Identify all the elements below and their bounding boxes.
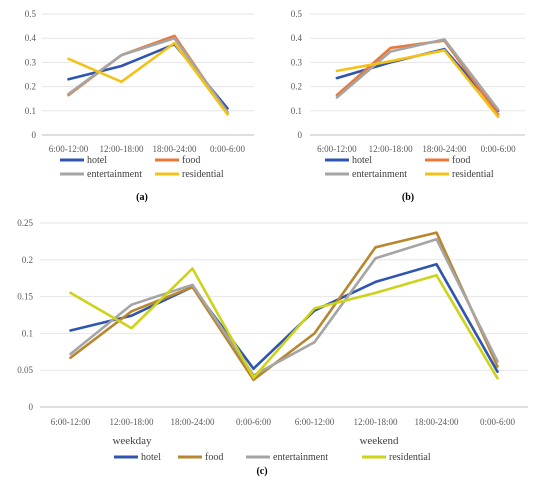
x-tick-label: 6:00-12:00 <box>295 417 335 427</box>
legend-label-food: food <box>452 155 470 166</box>
x-tick-label: 0:00-6:00 <box>481 144 516 154</box>
series-line-residential <box>335 48 500 119</box>
x-tick-label: 18:00-24:00 <box>422 144 466 154</box>
group-label: weekend <box>359 435 399 447</box>
legend-label-residential: residential <box>389 452 431 463</box>
x-tick-label: 6:00-12:00 <box>51 417 91 427</box>
series-line-food <box>69 231 499 382</box>
y-tick-label: 0.25 <box>17 218 33 228</box>
legend-label-food: food <box>182 155 200 166</box>
y-tick-label: 0.4 <box>291 33 303 43</box>
legend-label-food: food <box>205 452 223 463</box>
x-tick-label: 18:00-24:00 <box>171 417 215 427</box>
panel-caption: (a) <box>136 192 148 203</box>
panel-caption: (b) <box>402 192 414 203</box>
x-tick-label: 0:00-6:00 <box>480 417 515 427</box>
legend-label-entertainment: entertainment <box>273 452 328 463</box>
x-tick-label: 6:00-12:00 <box>49 144 89 154</box>
y-tick-label: 0.05 <box>17 365 33 375</box>
x-tick-label: 0:00-6:00 <box>236 417 271 427</box>
y-tick-label: 0.2 <box>22 255 33 265</box>
y-tick-label: 0.5 <box>25 9 37 19</box>
group-label: weekday <box>112 435 152 447</box>
y-tick-label: 0.5 <box>291 9 303 19</box>
legend-label-entertainment: entertainment <box>352 169 407 180</box>
legend-label-residential: residential <box>452 169 494 180</box>
series-line-hotel <box>69 262 499 374</box>
y-tick-label: 0.1 <box>25 106 36 116</box>
y-tick-label: 0 <box>29 402 34 412</box>
x-tick-label: 6:00-12:00 <box>317 144 357 154</box>
y-tick-label: 0 <box>298 130 303 140</box>
legend-label-entertainment: entertainment <box>87 169 142 180</box>
x-tick-label: 12:00-18:00 <box>354 417 398 427</box>
x-tick-label: 12:00-18:00 <box>369 144 413 154</box>
y-tick-label: 0.2 <box>291 82 302 92</box>
y-tick-label: 0.3 <box>25 57 37 67</box>
series-line-entertainment <box>67 36 229 114</box>
legend-label-hotel: hotel <box>87 155 107 166</box>
series-line-residential <box>69 267 499 380</box>
y-tick-label: 0.3 <box>291 57 303 67</box>
x-tick-label: 18:00-24:00 <box>415 417 459 427</box>
y-tick-label: 0.1 <box>291 106 302 116</box>
panel-caption: (c) <box>256 466 267 477</box>
series-line-entertainment <box>69 237 499 377</box>
series-line-entertainment <box>335 38 500 111</box>
chart-a: 0 0.1 0.2 0.3 0.4 0.5 6:00-12:00 12:00-18:00 18:… <box>25 9 254 203</box>
x-tick-label: 12:00-18:00 <box>110 417 154 427</box>
legend-label-hotel: hotel <box>141 452 161 463</box>
y-tick-label: 0.15 <box>17 292 33 302</box>
legend-label-residential: residential <box>182 169 224 180</box>
y-tick-label: 0 <box>32 130 37 140</box>
x-tick-label: 0:00-6:00 <box>210 144 245 154</box>
y-tick-label: 0.4 <box>25 33 37 43</box>
x-tick-label: 18:00-24:00 <box>153 144 197 154</box>
legend-label-hotel: hotel <box>352 155 372 166</box>
y-tick-label: 0.1 <box>22 328 33 338</box>
chart-b: 0 0.1 0.2 0.3 0.4 0.5 6:00-12:00 12:00-18:00 18:… <box>291 9 525 203</box>
series-line-residential <box>67 41 229 116</box>
x-tick-label: 12:00-18:00 <box>100 144 144 154</box>
chart-c: 0 0.05 0.1 0.15 0.2 0.25 6:00-12:00 12:00-18:00… <box>17 218 528 477</box>
y-tick-label: 0.2 <box>25 82 36 92</box>
